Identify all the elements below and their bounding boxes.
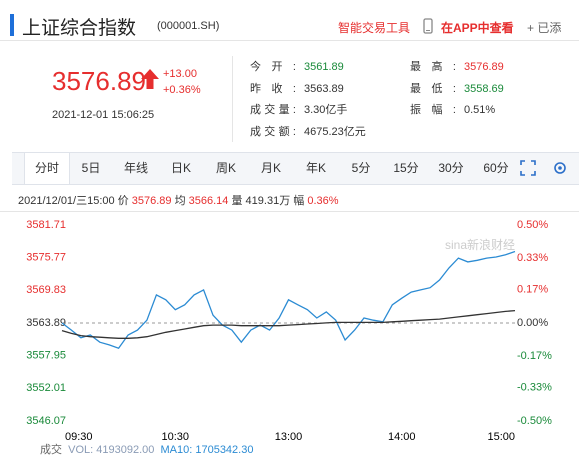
stat-value: 3561.89 [304,61,344,73]
info-label: 量 [231,195,243,207]
volume-vol: VOL: 4193092.00 [68,444,155,456]
tab[interactable]: 15分 [393,161,419,175]
x-tick-label: 13:00 [275,431,303,443]
stat-row: 成交额: 4675.23亿元 [250,123,366,139]
info-value: 3566.14 [188,195,229,207]
stat-row: 振幅: 0.51% [410,101,495,117]
stat-value: 3576.89 [464,61,504,73]
y2-tick-label: -0.50% [517,415,552,427]
info-label: 幅 [293,195,305,207]
y2-tick-label: -0.17% [517,350,552,362]
stat-row: 最低: 3558.69 [410,80,504,96]
title: 上证综合指数 [22,18,137,39]
info-value: 419.31万 [245,195,291,207]
tab-bar: 分时 5日 年线 日K 周K 月K 年K 5分 15分 30分 60分 [12,152,579,185]
y-tick-label: 3581.71 [26,219,66,231]
volume-label: 成交 [40,444,62,456]
title-bar [10,14,14,36]
y-tick-label: 3546.07 [26,415,66,427]
quote-time: 2021-12-01 15:06:25 [52,109,155,121]
volume-line: 成交 VOL: 4193092.00 MA10: 1705342.30 [40,441,253,457]
price: 3576.89 [52,66,146,96]
x-tick-label: 15:00 [487,431,515,443]
stat-label: 今开: [250,61,296,73]
x-tick-label: 10:30 [161,431,189,443]
tab[interactable]: 日K [170,161,191,175]
change: +13.00 [163,68,197,80]
info-label: 价 [117,195,129,207]
info-label: 均 [174,195,186,207]
price-line [61,250,516,349]
tab[interactable]: 5分 [351,161,371,175]
phone-icon [423,18,433,34]
tab[interactable]: 60分 [483,161,509,175]
y-tick-label: 3552.01 [26,382,66,394]
info-date: 2021/12/01/三15:00 [18,195,115,207]
volume-ma10: MA10: 1705342.30 [160,444,254,456]
stat-label: 振幅: [410,104,456,116]
tab[interactable]: 年线 [123,161,148,175]
tools-link[interactable]: 智能交易工具 [338,21,411,35]
y-tick-label: 3557.95 [26,350,66,362]
add-button[interactable]: + 已添 [527,21,562,35]
stat-row: 最高: 3576.89 [410,58,504,74]
watermark: sina新浪财经 [445,237,515,252]
stat-label: 最低: [410,83,456,95]
stat-value: 4675.23亿元 [304,126,366,138]
stat-value: 0.51% [464,104,496,116]
tab[interactable]: 5日 [81,161,101,175]
stat-row: 成交量: 3.30亿手 [250,101,347,117]
tab[interactable]: 30分 [438,161,464,175]
y2-tick-label: -0.33% [517,382,552,394]
tab[interactable]: 月K [260,161,281,175]
divider [232,56,233,142]
info-value: 3576.89 [131,195,172,207]
y2-tick-label: 0.17% [517,284,548,296]
divider [0,211,579,212]
stat-label: 成交额: [250,126,296,138]
stat-value: 3.30亿手 [304,104,348,116]
x-tick-label: 14:00 [388,431,416,443]
y-tick-label: 3575.77 [26,252,66,264]
y2-tick-label: 0.33% [517,252,548,264]
y-tick-label: 3563.89 [26,317,66,329]
stat-row: 昨收: 3563.89 [250,80,344,96]
tab[interactable]: 年K [305,161,326,175]
stat-label: 最高: [410,61,456,73]
app-link[interactable]: 在APP中查看 [441,21,514,35]
code: (000001.SH) [157,20,220,32]
stat-value: 3563.89 [304,83,344,95]
tab[interactable]: 周K [215,161,236,175]
y2-tick-label: 0.50% [517,219,548,231]
stat-label: 成交量: [250,104,296,116]
expand-icon[interactable] [520,160,536,176]
info-value: 0.36% [307,195,339,207]
y-tick-label: 3569.83 [26,284,66,296]
settings-icon[interactable] [552,160,568,176]
y2-tick-label: 0.00% [517,317,548,329]
x-tick-label: 09:30 [65,431,93,443]
info-line: 2021/12/01/三15:00 价 3576.89 均 3566.14 量 … [18,192,339,208]
up-arrow [141,69,159,89]
stat-label: 昨收: [250,83,296,95]
price-line [61,309,516,339]
change-pct: +0.36% [163,84,201,96]
stat-row: 今开: 3561.89 [250,58,344,74]
stat-value: 3558.69 [464,83,504,95]
divider [0,40,579,41]
tab[interactable]: 分时 [24,153,70,184]
